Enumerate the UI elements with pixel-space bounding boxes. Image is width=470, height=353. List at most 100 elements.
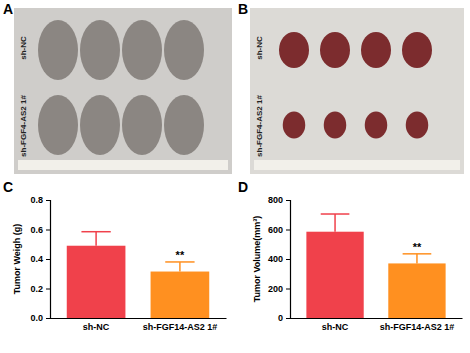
tumor xyxy=(324,112,347,139)
x-tick-label: sh-FGF14-AS2 1# xyxy=(143,322,218,332)
error-bar-stem xyxy=(334,214,336,232)
x-axis-line xyxy=(291,318,463,319)
bar xyxy=(67,246,126,318)
error-bar-stem xyxy=(95,232,97,246)
panel-letter: C xyxy=(3,179,13,195)
panel-letter: B xyxy=(238,1,248,17)
annotation: ** xyxy=(413,241,422,253)
y-tick-label: 0.6 xyxy=(30,225,43,235)
y-tick-mark xyxy=(46,200,50,201)
x-tick-label: sh-NC xyxy=(322,322,349,332)
mouse xyxy=(38,95,78,155)
y-tick-label: 0.2 xyxy=(30,284,43,294)
x-tick-label: sh-FGF14-AS2 1# xyxy=(380,322,455,332)
y-axis-title: Tumor Volume(mm³) xyxy=(252,216,262,303)
x-tick: sh-NC xyxy=(83,318,110,332)
annotation: ** xyxy=(176,249,185,261)
y-axis: 0.0 0.2 0.4 0.6 0.8 xyxy=(30,195,50,323)
mouse xyxy=(80,20,120,80)
error-bar-stem xyxy=(416,254,418,264)
x-axis: sh-NC sh-FGF14-AS2 1# xyxy=(51,318,227,332)
plot xyxy=(306,214,445,318)
error-bar-stem xyxy=(179,262,181,272)
panel-letter: A xyxy=(3,1,13,17)
y-tick: 800 xyxy=(268,195,290,205)
bar xyxy=(306,232,363,318)
y-tick-mark xyxy=(286,230,290,231)
tumor xyxy=(365,112,388,139)
y-tick: 0.2 xyxy=(30,284,50,294)
y-tick: 0 xyxy=(278,313,290,323)
y-tick-label: 0 xyxy=(278,313,283,323)
y-tick-label: 800 xyxy=(268,195,283,205)
x-tick-label: sh-NC xyxy=(83,322,110,332)
photo: sh-NC sh-FGF4-AS2 1# xyxy=(14,8,232,174)
ruler xyxy=(18,160,228,170)
y-tick: 0.0 xyxy=(30,313,50,323)
photo-background xyxy=(250,8,464,174)
y-tick-mark xyxy=(286,318,290,319)
tumor xyxy=(361,32,391,68)
photo-label: sh-FGF4-AS2 1# xyxy=(255,95,264,157)
panel-letter: D xyxy=(238,179,248,195)
y-tick: 200 xyxy=(268,284,290,294)
x-axis-line xyxy=(51,318,227,319)
y-tick: 0.6 xyxy=(30,225,50,235)
mouse xyxy=(122,95,162,155)
y-tick-mark xyxy=(46,230,50,231)
error-bar-cap xyxy=(321,213,350,215)
photo: sh-NC sh-FGF4-AS2 1# xyxy=(250,8,464,174)
mouse xyxy=(38,20,78,80)
mouse xyxy=(164,20,204,80)
x-tick: sh-NC xyxy=(322,318,349,332)
y-tick-mark xyxy=(286,259,290,260)
photo-background xyxy=(14,8,232,174)
error-bar-cap xyxy=(165,261,194,263)
bar xyxy=(151,272,210,318)
mouse xyxy=(122,20,162,80)
error-bar xyxy=(81,232,110,246)
error-bar-cap xyxy=(403,253,432,255)
tumor xyxy=(279,32,309,68)
y-tick-label: 400 xyxy=(268,254,283,264)
y-tick-label: 0.8 xyxy=(30,195,43,205)
chart: 0.0 0.2 0.4 0.6 0.8 sh-NC sh-FGF14-AS2 1# Tumor… xyxy=(12,195,227,332)
bar xyxy=(388,263,445,318)
y-tick-mark xyxy=(46,259,50,260)
y-tick-label: 0.4 xyxy=(30,254,43,264)
y-tick-mark xyxy=(286,289,290,290)
photo-label: sh-NC xyxy=(19,36,28,60)
y-tick: 600 xyxy=(268,225,290,235)
chart: 0 200 400 600 800 sh-NC sh-FGF14-AS2 1# Tumor V… xyxy=(252,195,463,332)
x-tick: sh-FGF14-AS2 1# xyxy=(380,318,455,332)
error-bar xyxy=(403,254,432,264)
y-tick-label: 200 xyxy=(268,284,283,294)
y-tick: 400 xyxy=(268,254,290,264)
error-bar-cap xyxy=(81,231,110,233)
x-tick: sh-FGF14-AS2 1# xyxy=(143,318,218,332)
y-axis: 0 200 400 600 800 xyxy=(268,195,291,323)
plot xyxy=(67,232,209,318)
tumor xyxy=(320,32,350,68)
tumor xyxy=(406,112,429,139)
y-axis-title: Tumor Weigh (g) xyxy=(12,224,22,295)
photo-label: sh-FGF4-AS2 1# xyxy=(19,95,28,157)
y-tick: 0.8 xyxy=(30,195,50,205)
error-bar xyxy=(165,262,194,272)
tumor xyxy=(402,32,432,68)
x-axis: sh-NC sh-FGF14-AS2 1# xyxy=(291,318,463,332)
ruler xyxy=(254,160,460,170)
mouse xyxy=(164,95,204,155)
photo-label: sh-NC xyxy=(255,36,264,60)
y-tick: 0.4 xyxy=(30,254,50,264)
y-tick-label: 600 xyxy=(268,225,283,235)
error-bar xyxy=(321,214,350,232)
y-axis-line xyxy=(46,201,51,319)
figure: A B C Dsh-NC sh-FGF4-AS2 1# sh-NC sh-FGF4-AS2 … xyxy=(0,0,470,353)
mouse xyxy=(80,95,120,155)
y-tick-mark xyxy=(46,318,50,319)
y-axis-line xyxy=(286,201,291,319)
y-tick-mark xyxy=(286,200,290,201)
tumor xyxy=(283,112,306,139)
y-tick-mark xyxy=(46,289,50,290)
